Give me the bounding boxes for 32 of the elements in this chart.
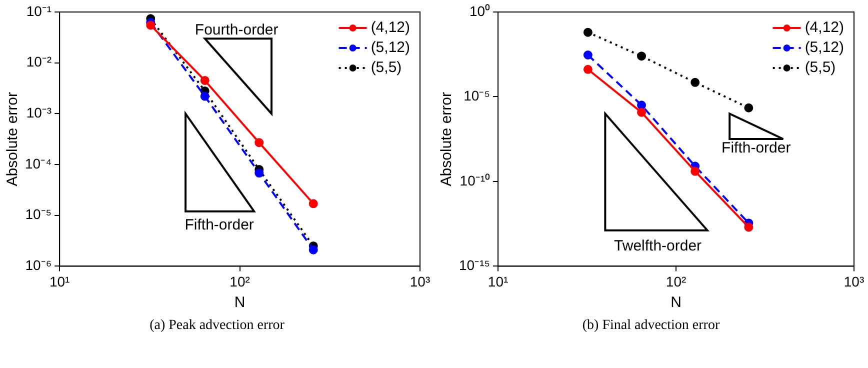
y-axis-title: Absolute error: [4, 92, 22, 186]
legend-label: (5,5): [370, 59, 402, 76]
y-tick-label: 10⁻⁶: [25, 257, 52, 274]
legend-label: (5,5): [804, 59, 836, 76]
legend-label: (4,12): [804, 19, 844, 36]
x-tick-label: 10²: [666, 273, 686, 290]
y-tick-label: 10⁻¹⁵: [458, 257, 490, 274]
y-tick-label: 10⁻⁵: [25, 206, 52, 222]
x-tick-label: 10²: [230, 273, 250, 290]
x-tick-label: 10¹: [49, 273, 70, 290]
annotation: Fifth-order: [184, 216, 254, 234]
text: (a) Peak advection error: [148, 318, 286, 334]
annotation: Fourth-order: [194, 21, 278, 38]
x-tick-label: 10³: [410, 273, 430, 290]
y-tick-label: 10⁻³: [26, 104, 52, 121]
y-axis-title: Absolute error: [438, 92, 456, 186]
x-tick-label: 10³: [844, 273, 864, 290]
annotation: Twelfth-order: [614, 237, 702, 254]
y-tick-label: 10⁻¹⁰: [460, 172, 490, 188]
y-tick-label: 10⁰: [469, 2, 490, 19]
legend-label: (4,12): [370, 19, 410, 36]
legend-label: (5,12): [370, 39, 410, 56]
x-axis-title: N: [234, 294, 246, 312]
text: (b) Final advection error: [581, 318, 721, 334]
y-tick-label: 10⁻¹: [26, 2, 52, 19]
legend-label: (5,12): [804, 39, 844, 56]
x-axis-title: N: [670, 294, 682, 312]
x-tick-label: 10¹: [488, 273, 508, 290]
y-tick-label: 10⁻²: [26, 54, 52, 70]
y-tick-label: 10⁻⁵: [464, 88, 490, 104]
annotation: Fifth-order: [722, 140, 791, 157]
y-tick-label: 10⁻⁴: [24, 155, 52, 172]
